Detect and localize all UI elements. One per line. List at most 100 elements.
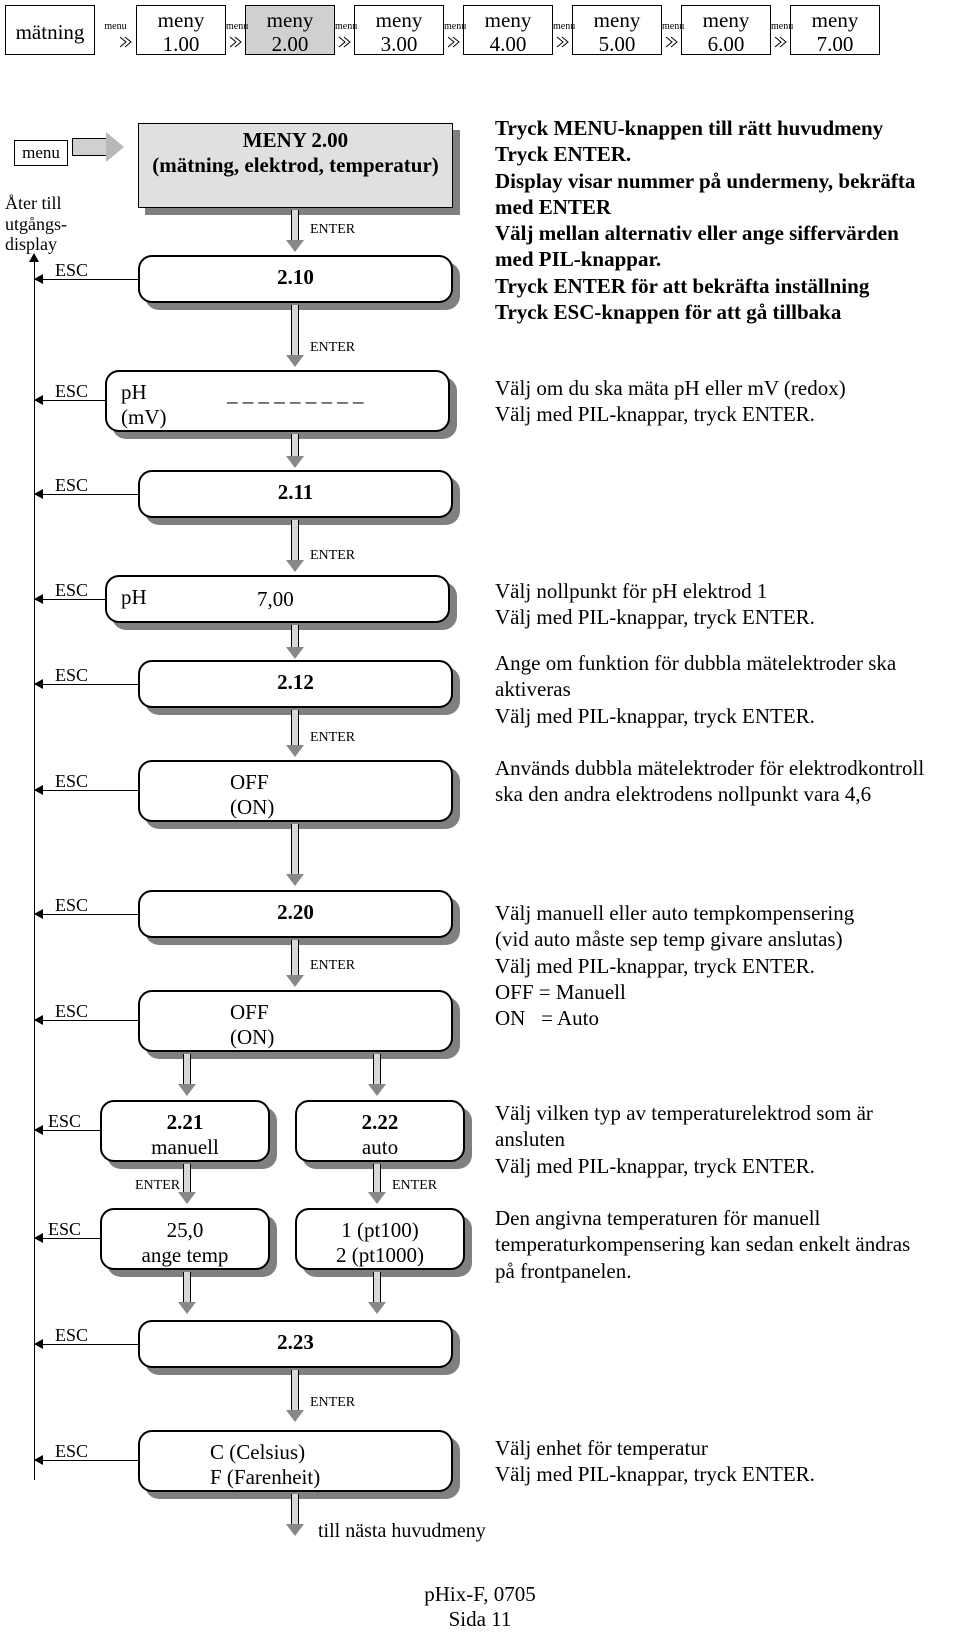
conn: menu: [95, 22, 136, 32]
enter-label: ENTER: [310, 958, 355, 974]
conn: menu: [444, 22, 463, 32]
chevron-right-icon: [338, 36, 352, 48]
footer-2: Sida 11: [449, 1607, 512, 1631]
arrow-left-icon: [34, 489, 43, 499]
desc-212: Ange om funktion för dubbla mätelektrode…: [495, 650, 896, 729]
l: 7.00: [817, 32, 854, 56]
conn: menu: [226, 22, 245, 32]
l: meny: [485, 8, 532, 32]
enter-label: ENTER: [135, 1178, 180, 1194]
arrow-down-icon: [288, 210, 302, 252]
conn: menu: [771, 22, 790, 32]
arrow-left-icon: [34, 909, 43, 919]
chevron-right-icon: [665, 36, 679, 48]
arrow-down-icon: [180, 1272, 194, 1314]
step-label: 2.22: [362, 1110, 399, 1134]
ph7-box: pH 7,00: [105, 575, 450, 623]
temp-box: 25,0 ange temp: [100, 1208, 270, 1270]
step-sub: manuell: [151, 1135, 219, 1159]
step-222: 2.22 auto: [295, 1100, 465, 1162]
menu-label: menu: [22, 143, 60, 162]
esc-label: ESC: [55, 580, 88, 601]
arrow-left-icon: [34, 1455, 43, 1465]
step-221: 2.21 manuell: [100, 1100, 270, 1162]
cf-box: C (Celsius) F (Farenheit): [138, 1430, 453, 1492]
enter-label: ENTER: [310, 730, 355, 746]
pt2: 2 (pt1000): [336, 1243, 424, 1267]
desc-off1: Används dubbla mätelektroder för elektro…: [495, 755, 924, 808]
cf2: F (Farenheit): [210, 1465, 320, 1489]
arrow-down-icon: [288, 434, 302, 468]
l: meny: [703, 8, 750, 32]
footer: pHix-F, 0705 Sida 11: [0, 1582, 960, 1632]
top-box-3: meny3.00: [354, 5, 444, 55]
esc-label: ESC: [55, 1441, 88, 1462]
step-210: 2.10: [138, 255, 453, 303]
enter-label: ENTER: [310, 1395, 355, 1411]
esc-label: ESC: [55, 665, 88, 686]
temp-val: 25,0: [167, 1218, 204, 1242]
desc-210: Tryck MENU-knappen till rätt huvudmeny T…: [495, 115, 915, 325]
top-box-2: meny2.00: [245, 5, 335, 55]
esc-label: ESC: [55, 1325, 88, 1346]
chevron-right-icon: [447, 36, 461, 48]
desc-ph: Välj om du ska mäta pH eller mV (redox) …: [495, 375, 846, 428]
subtitle: (mätning, elektrod, temperatur): [152, 153, 439, 177]
arrow-down-icon: [180, 1054, 194, 1096]
conn: menu: [335, 22, 354, 32]
ph-right: _ _ _ _ _ _ _ _ _: [227, 382, 364, 407]
menu-label: menu: [444, 21, 466, 32]
menu-box: menu: [14, 140, 68, 166]
l: meny: [812, 8, 859, 32]
top-box-1: meny1.00: [136, 5, 226, 55]
chevron-right-icon: [774, 36, 788, 48]
step-223: 2.23: [138, 1320, 453, 1368]
top-box-matning: mätning: [5, 5, 95, 55]
ph7-left: pH: [121, 585, 147, 609]
arrow-down-icon: [180, 1164, 194, 1204]
step-label: 2.21: [167, 1110, 204, 1134]
esc-label: ESC: [55, 475, 88, 496]
step-label: 2.12: [277, 670, 314, 694]
menu-label: menu: [335, 21, 357, 32]
desc-t25: Den angivna temperaturen för manuell tem…: [495, 1205, 910, 1284]
diagram-canvas: mätning meny1.00 meny2.00 meny3.00 meny4…: [0, 0, 960, 1631]
title: MENY 2.00: [243, 128, 348, 152]
top-box-4: meny4.00: [463, 5, 553, 55]
conn: menu: [662, 22, 681, 32]
step-label: 2.10: [277, 265, 314, 289]
cf1: C (Celsius): [210, 1440, 305, 1464]
top-box-6: meny6.00: [681, 5, 771, 55]
enter-label: ENTER: [310, 340, 355, 356]
arrow-up-icon: [29, 253, 39, 262]
meny-200-box: MENY 2.00 (mätning, elektrod, temperatur…: [138, 123, 453, 208]
menu-label: menu: [104, 21, 126, 32]
menu-label: menu: [662, 21, 684, 32]
menu-label: menu: [771, 21, 793, 32]
arrow-down-icon: [288, 1494, 302, 1536]
l: 5.00: [599, 32, 636, 56]
pt1: 1 (pt100): [341, 1218, 419, 1242]
arrow-down-icon: [370, 1272, 384, 1314]
desc-221: Välj vilken typ av temperaturelektrod so…: [495, 1100, 873, 1179]
step-212: 2.12: [138, 660, 453, 708]
esc-label: ESC: [48, 1219, 81, 1240]
arrow-down-icon: [370, 1164, 384, 1204]
esc-label: ESC: [55, 895, 88, 916]
arrow-down-icon: [288, 1370, 302, 1422]
off-on-box-1: OFF (ON): [138, 760, 453, 822]
l: 1.00: [163, 32, 200, 56]
arrow-left-icon: [34, 1339, 43, 1349]
desc-cf: Välj enhet för temperatur Välj med PIL-k…: [495, 1435, 815, 1488]
arrow-left-icon: [34, 1125, 43, 1135]
top-box-5: meny5.00: [572, 5, 662, 55]
step-220: 2.20: [138, 890, 453, 938]
enter-label: ENTER: [310, 548, 355, 564]
l: meny: [594, 8, 641, 32]
step-sub: auto: [362, 1135, 398, 1159]
esc-label: ESC: [55, 260, 88, 281]
spine: [34, 260, 35, 1480]
esc-label: ESC: [55, 771, 88, 792]
step-211: 2.11: [138, 470, 453, 518]
arrow-down-icon: [370, 1054, 384, 1096]
